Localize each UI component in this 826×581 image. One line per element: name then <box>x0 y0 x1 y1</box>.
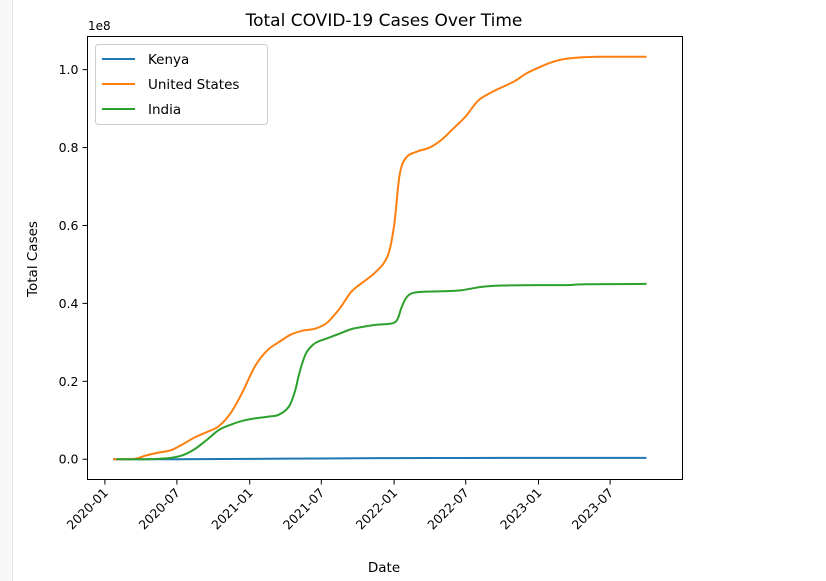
x-tick-label: 2021-07 <box>280 485 328 533</box>
chart-title: Total COVID-19 Cases Over Time <box>245 11 523 31</box>
series-line-india <box>116 282 647 461</box>
y-axis-label: Total Cases <box>25 221 41 298</box>
y-tick-label: 0.8 <box>59 140 79 155</box>
legend-label: United States <box>148 77 239 93</box>
y-ticks: 0.0 0.2 0.4 0.6 0.8 1.0 <box>59 62 88 467</box>
x-ticks: 2020-01 2020-07 2021-01 2021-07 2022-01 2022-… <box>63 479 617 533</box>
x-tick-label: 2022-01 <box>353 485 401 533</box>
legend-box <box>95 44 268 125</box>
x-tick-label: 2020-07 <box>135 485 183 533</box>
x-tick-label: 2020-01 <box>63 485 111 533</box>
y-offset-label: 1e8 <box>88 19 111 33</box>
y-tick-label: 0.6 <box>59 218 79 233</box>
series-line-kenya <box>113 456 647 461</box>
y-tick-label: 0.0 <box>59 452 79 467</box>
series-line-united-states <box>113 55 647 461</box>
y-tick-label: 0.4 <box>59 296 79 311</box>
x-axis-label: Date <box>368 560 400 576</box>
legend-label: Kenya <box>148 52 189 68</box>
y-tick-label: 1.0 <box>59 62 79 77</box>
x-tick-label: 2023-01 <box>497 485 545 533</box>
x-tick-label: 2023-07 <box>569 485 617 533</box>
x-tick-label: 2021-01 <box>208 485 256 533</box>
legend: Kenya United States India <box>95 44 268 125</box>
y-tick-label: 0.2 <box>59 374 79 389</box>
left-gutter <box>0 0 13 581</box>
x-tick-label: 2022-07 <box>424 485 472 533</box>
legend-label: India <box>148 102 181 118</box>
plot-area <box>113 55 647 461</box>
plot-frame <box>87 36 683 480</box>
